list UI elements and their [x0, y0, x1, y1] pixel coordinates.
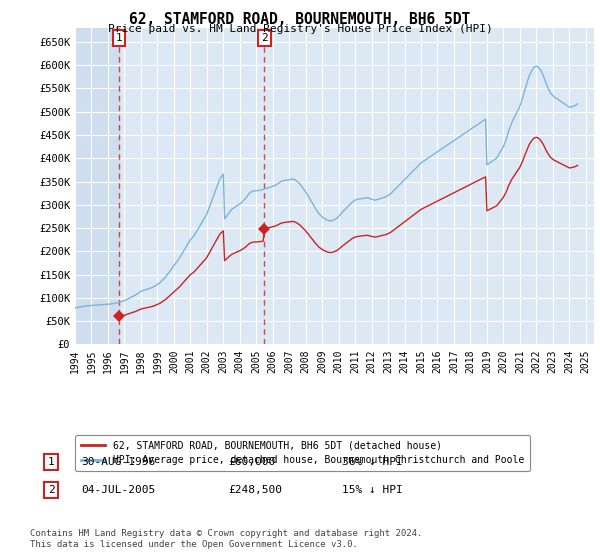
Text: Contains HM Land Registry data © Crown copyright and database right 2024.
This d: Contains HM Land Registry data © Crown c… — [30, 529, 422, 549]
Text: 36% ↓ HPI: 36% ↓ HPI — [342, 457, 403, 467]
Text: £60,000: £60,000 — [228, 457, 275, 467]
Text: 1: 1 — [116, 32, 122, 43]
Text: 30-AUG-1996: 30-AUG-1996 — [81, 457, 155, 467]
Text: 2: 2 — [47, 485, 55, 495]
Text: 2: 2 — [261, 32, 268, 43]
Text: 15% ↓ HPI: 15% ↓ HPI — [342, 485, 403, 495]
Text: £248,500: £248,500 — [228, 485, 282, 495]
Legend: 62, STAMFORD ROAD, BOURNEMOUTH, BH6 5DT (detached house), HPI: Average price, de: 62, STAMFORD ROAD, BOURNEMOUTH, BH6 5DT … — [74, 435, 530, 471]
Text: Price paid vs. HM Land Registry's House Price Index (HPI): Price paid vs. HM Land Registry's House … — [107, 24, 493, 34]
Bar — [75, 28, 119, 344]
Text: 1: 1 — [47, 457, 55, 467]
Text: 04-JUL-2005: 04-JUL-2005 — [81, 485, 155, 495]
Text: 62, STAMFORD ROAD, BOURNEMOUTH, BH6 5DT: 62, STAMFORD ROAD, BOURNEMOUTH, BH6 5DT — [130, 12, 470, 27]
